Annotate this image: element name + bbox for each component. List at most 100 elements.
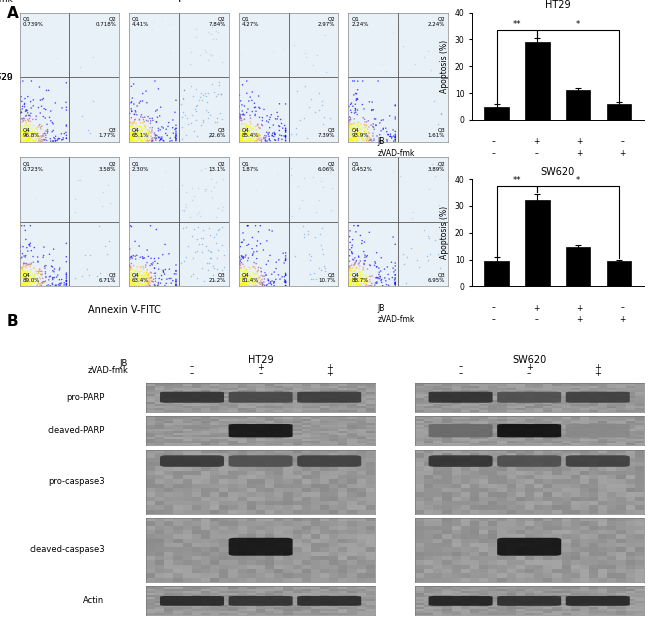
Point [344,269,355,279]
Point [135,130,146,140]
Point [372,262,382,272]
Point [15,242,25,252]
Point [25,262,36,272]
Point [36,269,46,279]
Point [189,126,200,136]
Point [345,266,356,276]
Point [344,102,354,112]
Point [32,252,43,262]
FancyBboxPatch shape [160,455,224,467]
Point [239,128,250,138]
Point [27,269,37,279]
Point [29,273,39,283]
Point [15,246,25,256]
Point [433,249,443,259]
Text: zVAD-fmk: zVAD-fmk [87,365,128,374]
Text: zVAD-fmk: zVAD-fmk [378,149,415,158]
Point [410,58,420,68]
FancyBboxPatch shape [160,392,224,403]
Point [125,275,135,285]
Point [200,241,211,251]
Point [255,133,265,143]
Point [250,185,261,195]
Point [275,274,285,284]
Point [270,129,280,139]
FancyBboxPatch shape [297,392,361,403]
Point [257,278,268,288]
Point [299,232,309,242]
Point [140,123,150,133]
Point [144,136,155,146]
Point [140,134,150,144]
Point [27,133,37,143]
Point [28,128,38,138]
Point [133,271,144,281]
Text: Q2
7.84%: Q2 7.84% [209,16,226,27]
Point [244,268,254,278]
Point [17,263,27,273]
Point [390,133,400,143]
Point [358,122,368,133]
Point [77,111,87,121]
Point [345,134,356,144]
Text: Q4
65.1%: Q4 65.1% [132,127,150,138]
Point [23,278,33,288]
Point [26,103,36,113]
Point [125,118,135,128]
Point [30,269,40,279]
Point [356,134,367,144]
Point [347,134,358,144]
Point [237,128,248,138]
Point [148,274,159,284]
Point [23,135,34,145]
Point [239,126,249,136]
Point [346,134,357,144]
Point [185,59,195,69]
Point [149,128,159,138]
Point [235,279,245,289]
Point [239,277,250,287]
Point [245,136,255,146]
Point [40,105,51,115]
Point [361,136,372,146]
Point [250,279,261,289]
Point [148,277,159,287]
Point [280,126,291,136]
Point [124,260,135,270]
Point [23,133,34,143]
Point [344,123,355,133]
Point [422,46,433,56]
Point [372,273,382,283]
Point [155,102,166,112]
Point [276,131,287,141]
Point [365,133,375,143]
Point [365,276,375,286]
Point [419,52,429,62]
Point [346,276,356,286]
Point [242,131,253,141]
Point [34,134,45,144]
Point [15,118,25,128]
Point [362,124,372,134]
Point [348,76,358,86]
Point [255,239,266,249]
Point [386,167,396,177]
Point [135,132,145,142]
Point [236,132,246,142]
Point [40,272,51,282]
Point [378,123,389,133]
Point [22,273,32,283]
Point [126,222,136,232]
Point [344,261,355,271]
Point [161,124,172,134]
Point [390,112,400,122]
Text: Q2
2.97%: Q2 2.97% [318,16,335,27]
Text: +: + [576,137,582,146]
Point [136,272,146,282]
Point [353,259,363,269]
Point [136,278,146,288]
Point [353,121,363,131]
Point [156,271,166,281]
Point [241,129,252,139]
Text: cleaved-PARP: cleaved-PARP [47,426,105,435]
